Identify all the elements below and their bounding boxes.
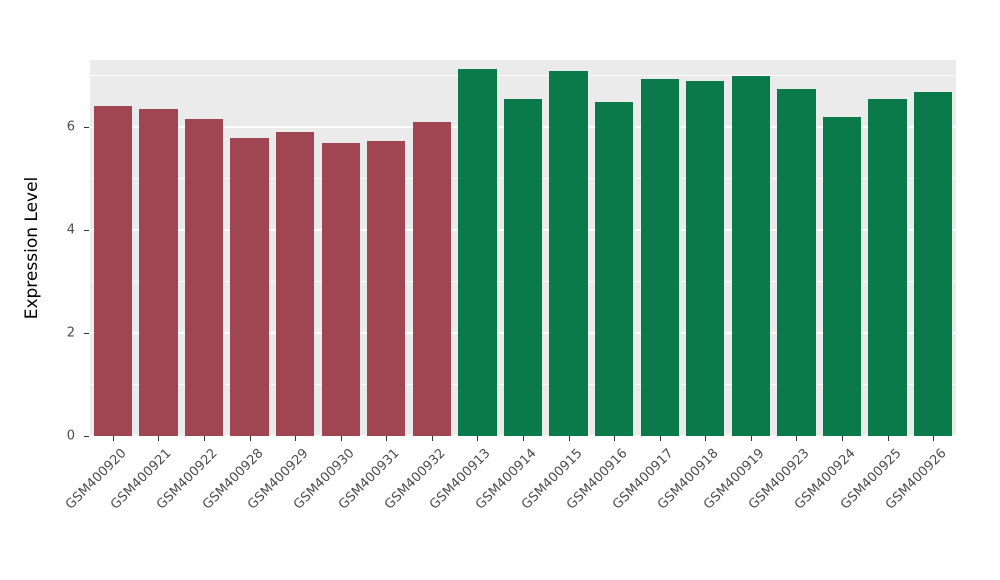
y-tick-label-0: 0 [66,428,75,444]
bar-GSM400925 [868,98,907,436]
bar-GSM400919 [731,76,771,436]
bar-GSM400929 [275,132,315,436]
x-tick-mark [568,436,570,441]
gridline-minor [90,74,956,76]
x-tick-mark [887,436,889,441]
y-axis-title: Expression Level [22,176,42,320]
bar-GSM400915 [549,71,588,436]
bar-GSM400913 [458,69,497,436]
bar-GSM400932 [412,121,451,436]
bar-GSM400916 [595,102,634,436]
bar-GSM400918 [686,80,725,436]
bar-GSM400920 [93,106,132,436]
x-tick-mark [112,436,114,441]
y-tick-mark [84,332,89,334]
bar-GSM400923 [777,89,816,436]
bar-GSM400928 [230,138,269,436]
x-tick-mark [477,436,479,441]
x-tick-mark [796,436,798,441]
x-tick-mark [158,436,160,441]
plot-panel [90,60,956,437]
bar-GSM400921 [139,108,178,436]
x-tick-mark [614,436,616,441]
x-tick-mark [431,436,433,441]
bar-GSM400924 [822,116,862,436]
bar-GSM400926 [914,91,953,436]
y-tick-label-4: 4 [66,222,75,238]
bar-GSM400930 [321,143,360,436]
bar-GSM400914 [503,98,543,436]
y-tick-mark [84,229,89,231]
bar-GSM400917 [640,79,679,436]
x-tick-mark [842,436,844,441]
y-tick-label-6: 6 [66,119,75,135]
y-tick-mark [84,436,89,437]
x-tick-mark [705,436,707,441]
bar-GSM400931 [367,141,406,436]
x-tick-mark [933,436,935,441]
x-tick-mark [523,436,524,441]
y-tick-mark [84,126,89,128]
x-tick-mark [659,436,661,441]
x-tick-mark [295,436,297,441]
x-tick-mark [340,436,342,441]
x-tick-mark [249,436,251,441]
y-tick-label-2: 2 [66,325,75,341]
bar-GSM400922 [184,119,224,436]
x-tick-mark [386,436,388,441]
x-tick-mark [203,436,205,441]
x-tick-mark [750,436,752,441]
